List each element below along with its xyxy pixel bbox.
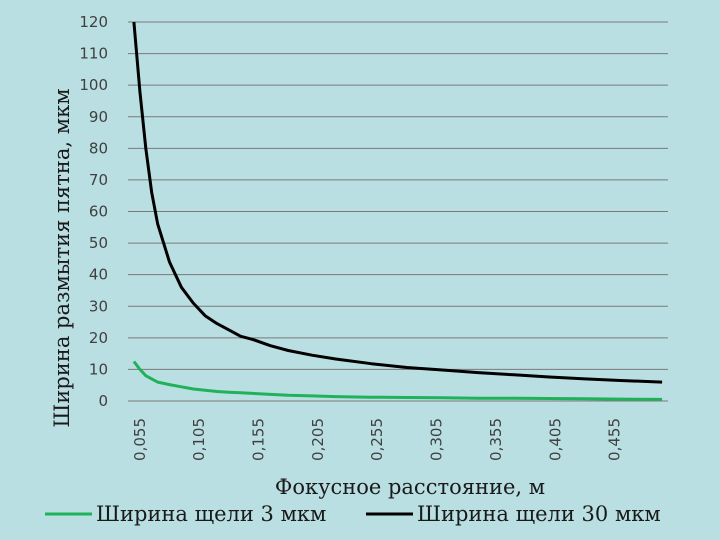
x-tick-label: 0,155 — [250, 418, 268, 461]
x-tick-label: 0,305 — [428, 418, 446, 461]
y-tick-label: 40 — [89, 266, 108, 284]
y-tick-label: 10 — [89, 360, 108, 378]
y-tick-label: 70 — [89, 171, 108, 189]
legend: Ширина щели 3 мкм Ширина щели 30 мкм — [45, 502, 661, 526]
series-line-1 — [132, 360, 663, 401]
x-tick-label: 0,455 — [606, 418, 624, 461]
x-tick-label: 0,055 — [131, 418, 149, 461]
y-tick-label: 0 — [98, 392, 108, 410]
y-tick-label: 50 — [89, 234, 108, 252]
x-axis-title: Фокусное расстояние, м — [275, 475, 545, 499]
y-tick-label: 100 — [79, 76, 108, 94]
x-tick-label: 0,355 — [487, 418, 505, 461]
y-tick-label: 120 — [79, 13, 108, 31]
legend-label-series-2: Ширина щели 30 мкм — [417, 502, 661, 526]
x-tick-label: 0,405 — [546, 418, 564, 461]
x-axis-ticks: 0,055 0,105 0,155 0,205 0,255 0,305 0,355 0,405… — [131, 418, 624, 461]
gridlines — [128, 21, 668, 402]
x-tick-label: 0,105 — [190, 418, 208, 461]
y-axis-title: Ширина размытия пятна, мкм — [50, 88, 74, 427]
y-tick-label: 30 — [89, 297, 108, 315]
y-tick-label: 80 — [89, 139, 108, 157]
x-tick-label: 0,205 — [309, 418, 327, 461]
y-tick-label: 110 — [79, 45, 108, 63]
y-axis-ticks: 0 10 20 30 40 50 60 70 80 90 100 110 120 — [79, 13, 108, 410]
series-lines — [132, 21, 663, 401]
y-tick-label: 60 — [89, 203, 108, 221]
series-line-2 — [132, 21, 663, 384]
legend-label-series-1: Ширина щели 3 мкм — [96, 502, 326, 526]
y-tick-label: 20 — [89, 329, 108, 347]
x-tick-label: 0,255 — [368, 418, 386, 461]
y-tick-label: 90 — [89, 108, 108, 126]
